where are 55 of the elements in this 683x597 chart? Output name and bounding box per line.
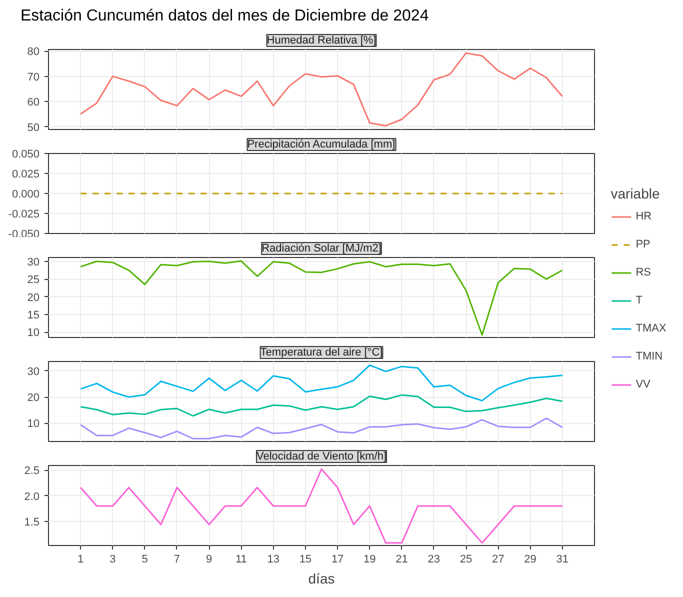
y-tick-label: 2.5 [24,465,40,478]
x-tick-label: 17 [331,554,344,566]
y-tick-label: -0.025 [8,208,40,220]
line-series [80,417,564,440]
x-tick-label: 15 [299,554,312,566]
legend-label: VV [636,378,652,390]
y-tick-label: 1.5 [24,516,40,528]
legend-label: TMIN [636,350,663,362]
y-tick-label: 2.0 [24,490,40,503]
line-series [80,364,564,402]
x-tick-label: 23 [428,554,440,566]
y-tick-label: 10 [27,327,40,340]
x-tick-label: 19 [364,554,376,566]
y-tick-label: 0.025 [12,168,40,180]
y-tick-label: 15 [27,309,40,322]
x-tick-label: 11 [235,554,247,566]
line-series [80,52,564,126]
x-tick-label: 25 [460,554,472,566]
x-tick-label: 29 [524,554,536,566]
line-series [80,394,564,417]
line-series [80,468,564,544]
chart-title: Radiación Solar [MJ/m2] [262,242,382,254]
legend-label: T [636,294,644,306]
x-tick-label: 1 [78,554,84,566]
y-tick-label: 30 [27,366,40,378]
y-tick-label: 60 [27,96,40,109]
chart-title: Estación Cuncumén datos del mes de Diciembre de 2024 [20,8,429,24]
chart-subtitle: Humedad Relativa [%] [266,34,376,46]
y-tick-label: 50 [27,122,40,134]
chart-title: Precipitación Acumulada [mm] [247,138,396,150]
x-tick-label: 27 [492,554,504,566]
legend-label: PP [636,238,652,250]
y-tick-label: 0.050 [12,148,40,160]
x-tick-label: 7 [174,554,180,566]
y-tick-label: 20 [27,392,40,404]
y-tick-label: 30 [27,256,40,268]
legend-label: TMAX [636,322,666,334]
x-tick-label: 13 [267,554,280,566]
y-tick-label: 10 [27,418,40,430]
x-tick-label: 3 [110,554,116,566]
x-tick-label: 5 [142,554,148,566]
y-tick-label: 70 [27,71,40,84]
x-axis-title: días [308,570,335,586]
legend-title: variable [610,186,661,202]
legend-label: HR [636,210,653,222]
legend-label: RS [636,266,652,278]
chart-title: Temperatura del aire [°C] [260,346,383,358]
x-tick-label: 31 [556,554,569,566]
y-tick-label: 25 [27,274,40,286]
y-tick-label: 0.000 [12,188,40,200]
line-series [80,260,564,336]
y-tick-label: 80 [27,46,40,58]
x-tick-label: 9 [206,554,212,566]
y-tick-label: 20 [27,292,40,304]
x-tick-label: 21 [396,554,408,566]
